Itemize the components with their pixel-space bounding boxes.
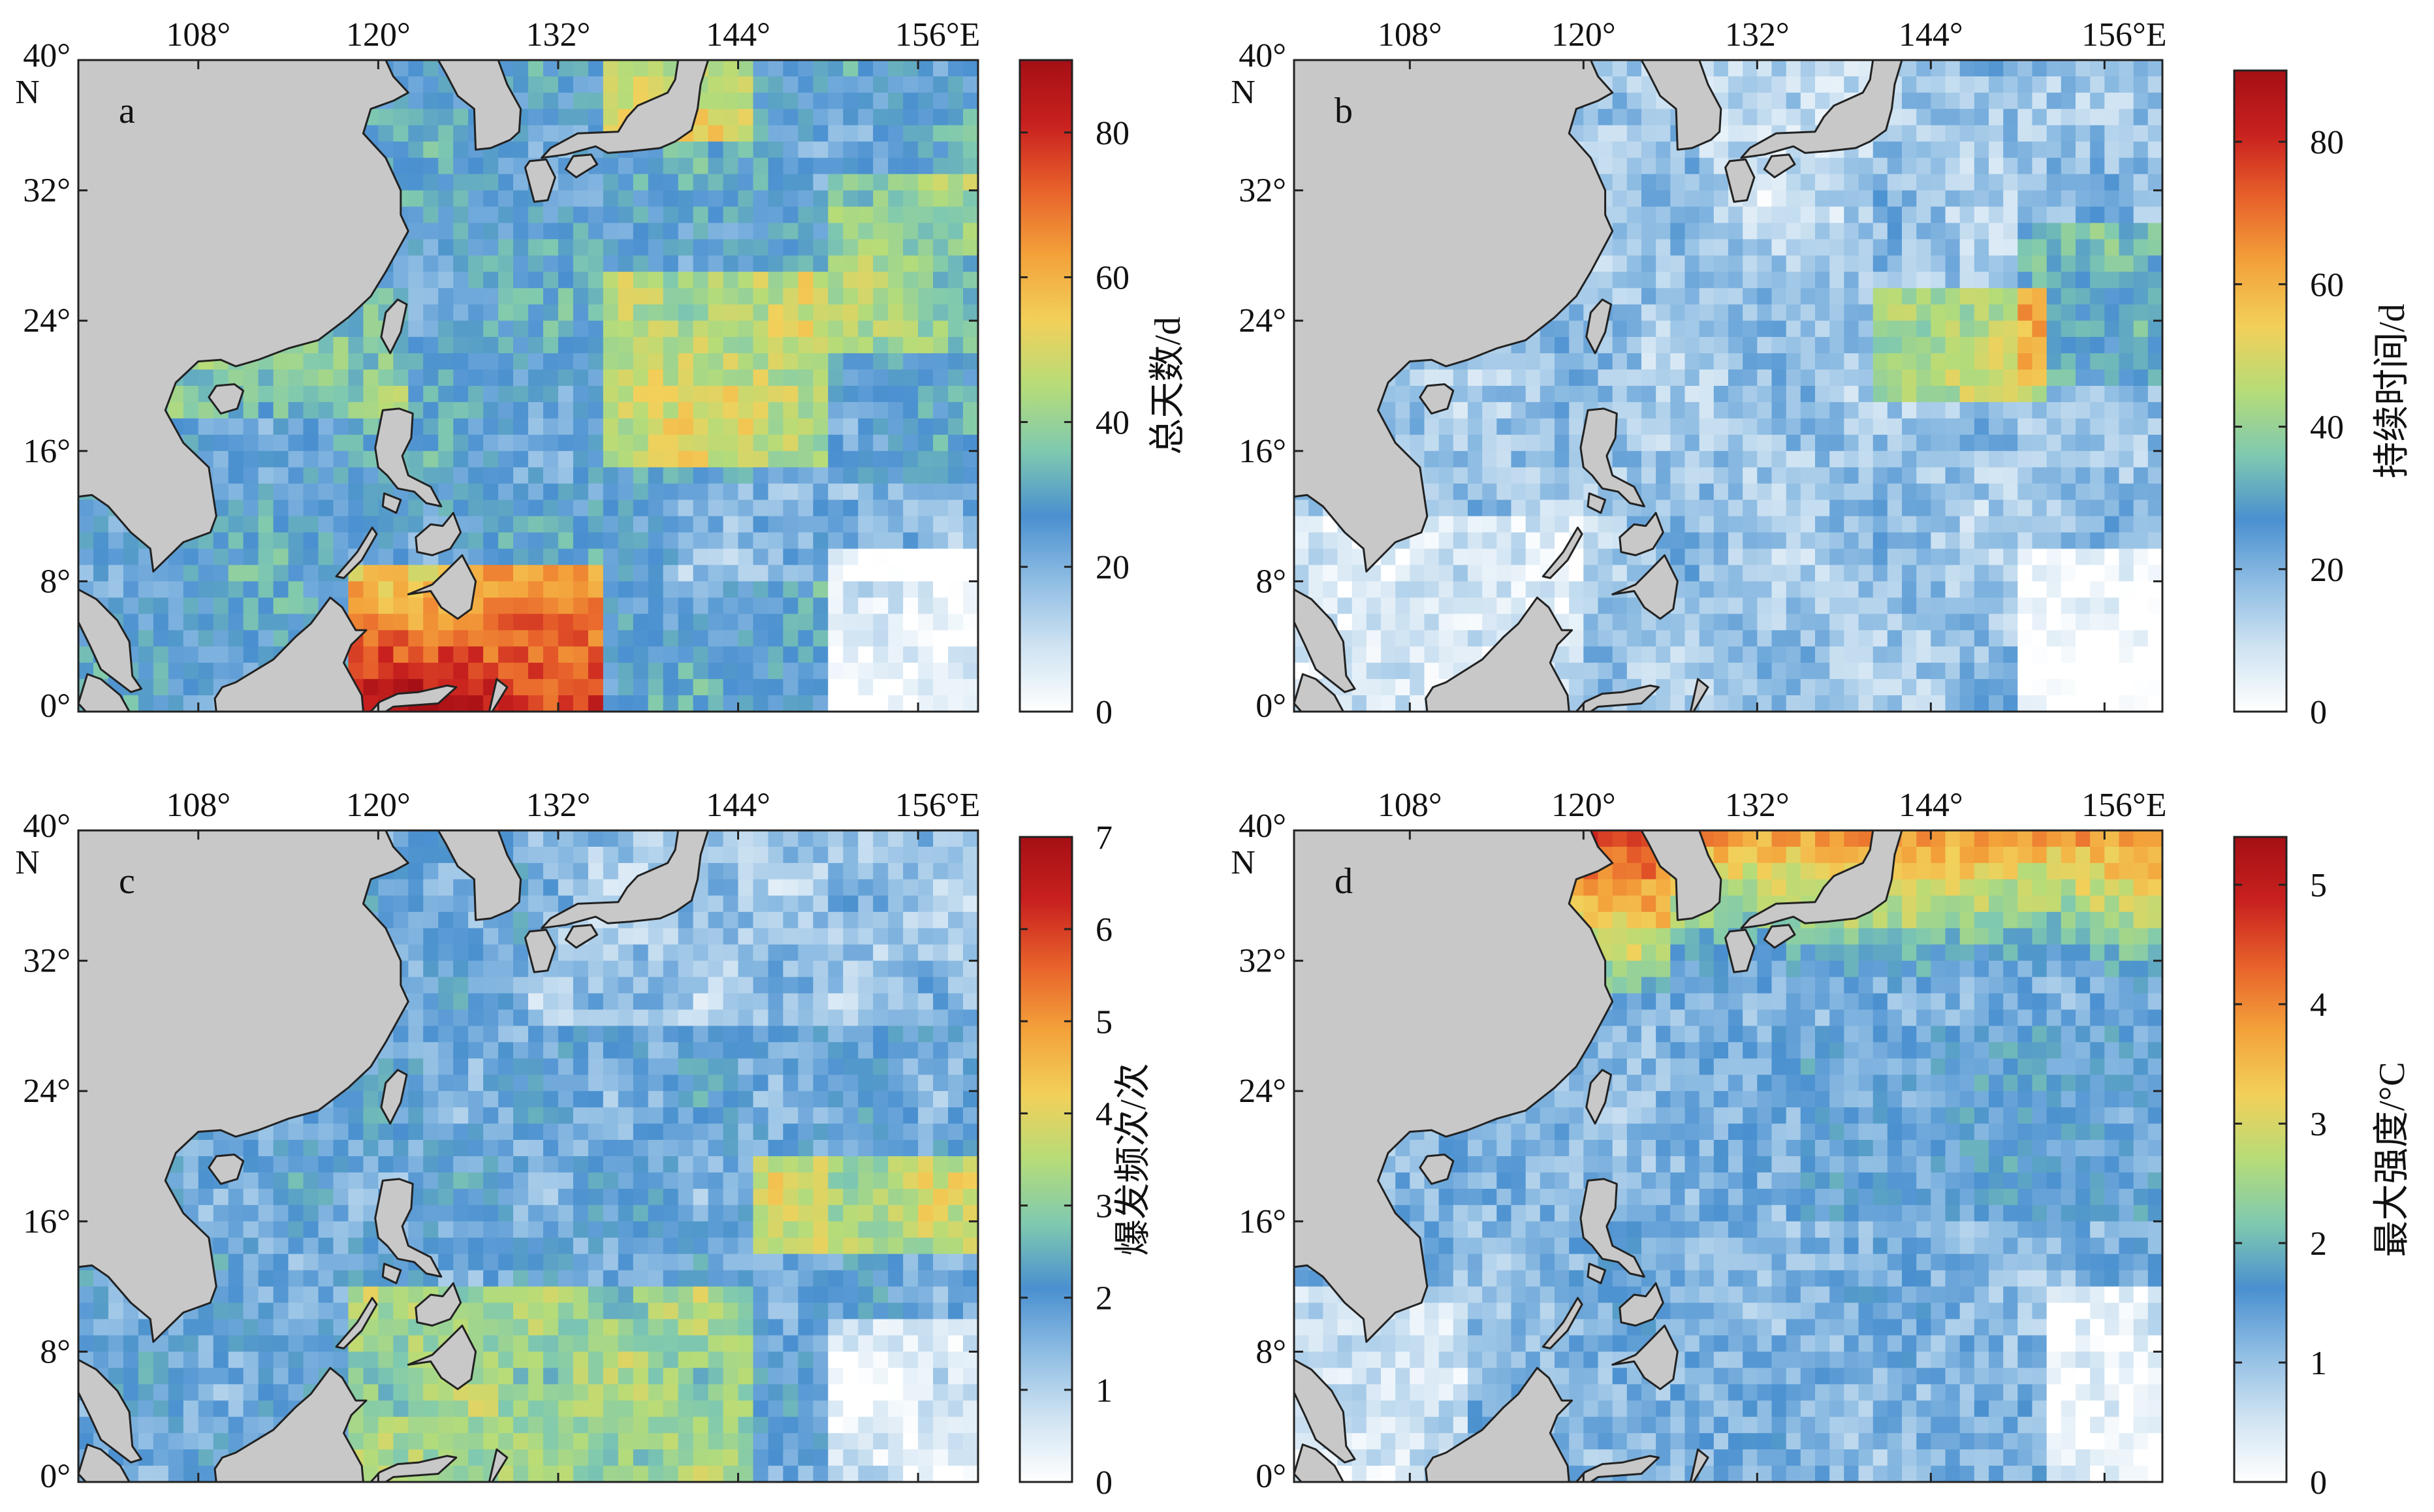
- lat-tick-label: 0°: [1256, 687, 1286, 725]
- lat-tick-label: 0°: [40, 1458, 71, 1495]
- lat-tick-label: 32°: [23, 943, 71, 980]
- lat-tick-label: 0°: [40, 687, 71, 725]
- land-mask-d: [1294, 830, 1903, 1482]
- lon-tick-label: 144°: [1899, 16, 1963, 54]
- land-mask-a: [78, 60, 710, 712]
- lon-tick-label: 132°: [1725, 787, 1790, 824]
- land-mask-c: [78, 830, 710, 1482]
- lat-tick-label: 24°: [1239, 1073, 1286, 1110]
- lat-tick-label: 24°: [1239, 302, 1286, 339]
- colorbar-tick-label: 0: [2310, 694, 2327, 731]
- colorbar-tick-label: 1: [2310, 1345, 2327, 1382]
- colorbar-tick-label: 5: [1096, 1003, 1113, 1041]
- colorbar-tick-label: 60: [1096, 260, 1130, 297]
- panel-d: 108° 120° 132° 144° 156°E 40° 32° 24° 16° 8° 0° N d 5…: [1231, 787, 2412, 1502]
- colorbar-tick-label: 1: [1096, 1372, 1113, 1410]
- lat-tick-label: 40°: [1239, 37, 1286, 74]
- colorbar-tick-label: 3: [1096, 1188, 1113, 1225]
- lon-tick-label: 132°: [1725, 16, 1790, 54]
- colorbar-tick-label: 4: [2310, 986, 2327, 1024]
- panel-letter: a: [119, 91, 135, 131]
- lat-tick-label: 24°: [23, 302, 71, 339]
- panel-b: 108° 120° 132° 144° 156°E 40° 32° 24° 16° 8° 0° N b 8…: [1231, 16, 2412, 731]
- lat-tick-label: 24°: [23, 1073, 71, 1110]
- colorbar-tick-label: 20: [1096, 549, 1130, 586]
- lat-tick-label: 8°: [1256, 1333, 1286, 1370]
- panel-letter: d: [1335, 861, 1353, 902]
- lat-tick-label: 8°: [40, 1333, 71, 1370]
- lon-tick-label: 108°: [1378, 16, 1442, 54]
- map-frame-a: [77, 59, 979, 713]
- lat-tick-label: 40°: [1239, 808, 1286, 845]
- colorbar-label: 总天数/d: [1148, 317, 1188, 455]
- panel-letter: b: [1335, 91, 1353, 131]
- lat-tick-label: 32°: [23, 172, 71, 210]
- lat-tick-label: 32°: [1239, 943, 1286, 980]
- colorbar-tick-label: 80: [1096, 115, 1130, 152]
- lon-tick-label: 144°: [706, 16, 770, 54]
- colorbar-tick-label: 40: [2310, 409, 2344, 447]
- lat-tick-label: 16°: [23, 433, 71, 470]
- colorbar-tick-label: 4: [1096, 1095, 1113, 1133]
- colorbar-d: 5 4 3 2 1 0 最大强度/°C: [2233, 836, 2412, 1502]
- colorbar-tick-label: 0: [1096, 694, 1113, 731]
- lon-tick-label: 132°: [526, 787, 591, 824]
- lat-tick-label: 40°: [23, 808, 71, 845]
- lat-tick-label: 0°: [1256, 1458, 1286, 1495]
- colorbar-tick-label: 7: [1096, 819, 1113, 857]
- colorbar-tick-label: 3: [2310, 1106, 2327, 1143]
- lon-tick-label: 144°: [1899, 787, 1963, 824]
- colorbar-tick-label: 40: [1096, 404, 1130, 441]
- lon-tick-label: 108°: [166, 16, 230, 54]
- lon-tick-label: 144°: [706, 787, 770, 824]
- colorbar-tick-label: 0: [1096, 1464, 1113, 1502]
- panel-c: 108° 120° 132° 144° 156°E 40° 32° 24° 16° 8° 0° N c 7…: [15, 787, 1154, 1502]
- lon-tick-label: 108°: [1378, 787, 1442, 824]
- panel-letter: c: [119, 861, 135, 902]
- colorbar-b: 80 60 40 20 0 持续时间/d: [2233, 69, 2412, 731]
- lon-tick-label: 108°: [166, 787, 230, 824]
- colorbar-label: 最大强度/°C: [2372, 1062, 2412, 1257]
- colorbar-tick-label: 6: [1096, 911, 1113, 949]
- colorbar-tick-label: 80: [2310, 124, 2344, 161]
- colorbar-tick-label: 2: [1096, 1280, 1113, 1317]
- map-frame-b: [1293, 59, 2164, 713]
- map-frame-c: [77, 829, 979, 1483]
- lon-tick-label: 156°E: [2081, 787, 2167, 824]
- lat-unit-label: N: [15, 844, 40, 881]
- colorbar-c: 7 6 5 4 3 2 1 0 爆发频次/次: [1019, 819, 1154, 1502]
- lat-tick-label: 40°: [23, 37, 71, 74]
- lon-tick-label: 120°: [346, 16, 411, 54]
- panel-a: 108° 120° 132° 144° 156°E 40° 32° 24° 16° 8° 0° N a 8…: [15, 16, 1188, 731]
- colorbar-tick-label: 2: [2310, 1225, 2327, 1263]
- colorbar-tick-label: 0: [2310, 1464, 2327, 1502]
- lat-tick-label: 16°: [1239, 1203, 1286, 1240]
- colorbar-label: 爆发频次/次: [1113, 1063, 1154, 1256]
- lon-tick-label: 120°: [346, 787, 411, 824]
- lat-tick-label: 16°: [1239, 433, 1286, 470]
- lat-unit-label: N: [1231, 74, 1256, 111]
- map-frame-d: [1293, 829, 2164, 1483]
- lat-tick-label: 16°: [23, 1203, 71, 1240]
- lat-unit-label: N: [15, 74, 40, 111]
- lat-tick-label: 32°: [1239, 172, 1286, 210]
- lon-tick-label: 120°: [1551, 787, 1616, 824]
- colorbar-a: 80 60 40 20 0 总天数/d: [1019, 59, 1188, 731]
- lon-tick-label: 132°: [526, 16, 591, 54]
- colorbar-tick-label: 20: [2310, 552, 2344, 589]
- land-mask-b: [1294, 60, 1903, 712]
- colorbar-label: 持续时间/d: [2372, 304, 2412, 479]
- lon-tick-label: 156°E: [2081, 16, 2167, 54]
- colorbar-tick-label: 5: [2310, 867, 2327, 904]
- lat-unit-label: N: [1231, 844, 1256, 881]
- colorbar-tick-label: 60: [2310, 266, 2344, 304]
- lat-tick-label: 8°: [1256, 563, 1286, 600]
- lat-tick-label: 8°: [40, 563, 71, 600]
- lon-tick-label: 156°E: [895, 787, 981, 824]
- lon-tick-label: 120°: [1551, 16, 1616, 54]
- lon-tick-label: 156°E: [895, 16, 981, 54]
